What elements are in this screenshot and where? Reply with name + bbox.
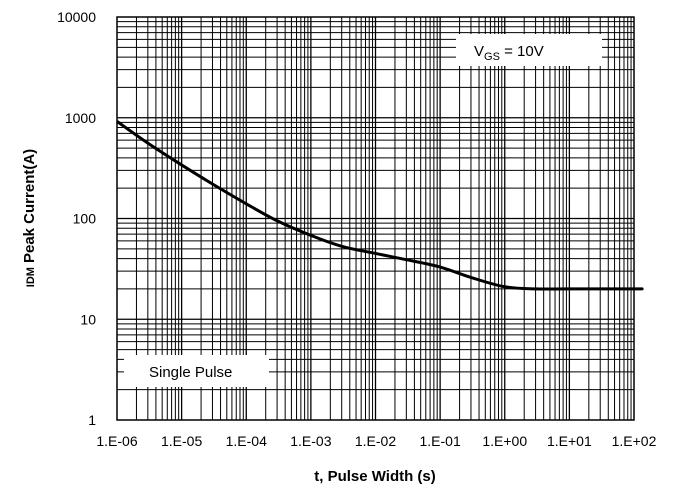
x-tick-label: 1.E-04 — [226, 433, 267, 449]
condition-label-box — [456, 34, 602, 66]
x-tick-label: 1.E-01 — [420, 433, 461, 449]
x-tick-label: 1.E-02 — [355, 433, 396, 449]
x-tick-label: 1.E+01 — [547, 433, 592, 449]
x-axis-title: t, Pulse Width (s) — [314, 468, 436, 485]
y-tick-label: 1000 — [65, 110, 96, 126]
y-axis-symbol: IDM — [25, 267, 37, 287]
x-tick-label: 1.E-05 — [161, 433, 202, 449]
pulse-label-box — [124, 355, 269, 387]
series-layer — [116, 120, 644, 291]
pulse-label: Single Pulse — [149, 364, 232, 381]
x-tick-label: 1.E+02 — [612, 433, 657, 449]
y-tick-label: 10000 — [57, 9, 96, 25]
y-tick-label: 10 — [80, 311, 96, 327]
x-tick-label: 1.E-06 — [96, 433, 137, 449]
series-line — [116, 120, 644, 291]
x-tick-label: 1.E+00 — [482, 433, 527, 449]
y-axis-tick-labels: 1 10 100 1000 10000 — [57, 9, 96, 428]
y-tick-label: 1 — [88, 412, 96, 428]
y-axis-title: IDMPeak Current(A) — [21, 149, 38, 287]
x-tick-label: 1.E-03 — [290, 433, 331, 449]
plot-area-border — [116, 16, 635, 421]
y-tick-label: 100 — [73, 211, 97, 227]
grid — [117, 17, 634, 420]
condition-label: VGS = 10V — [474, 43, 544, 63]
x-axis-tick-labels: 1.E-06 1.E-05 1.E-04 1.E-03 1.E-02 1.E-01 1.E+… — [96, 433, 656, 449]
